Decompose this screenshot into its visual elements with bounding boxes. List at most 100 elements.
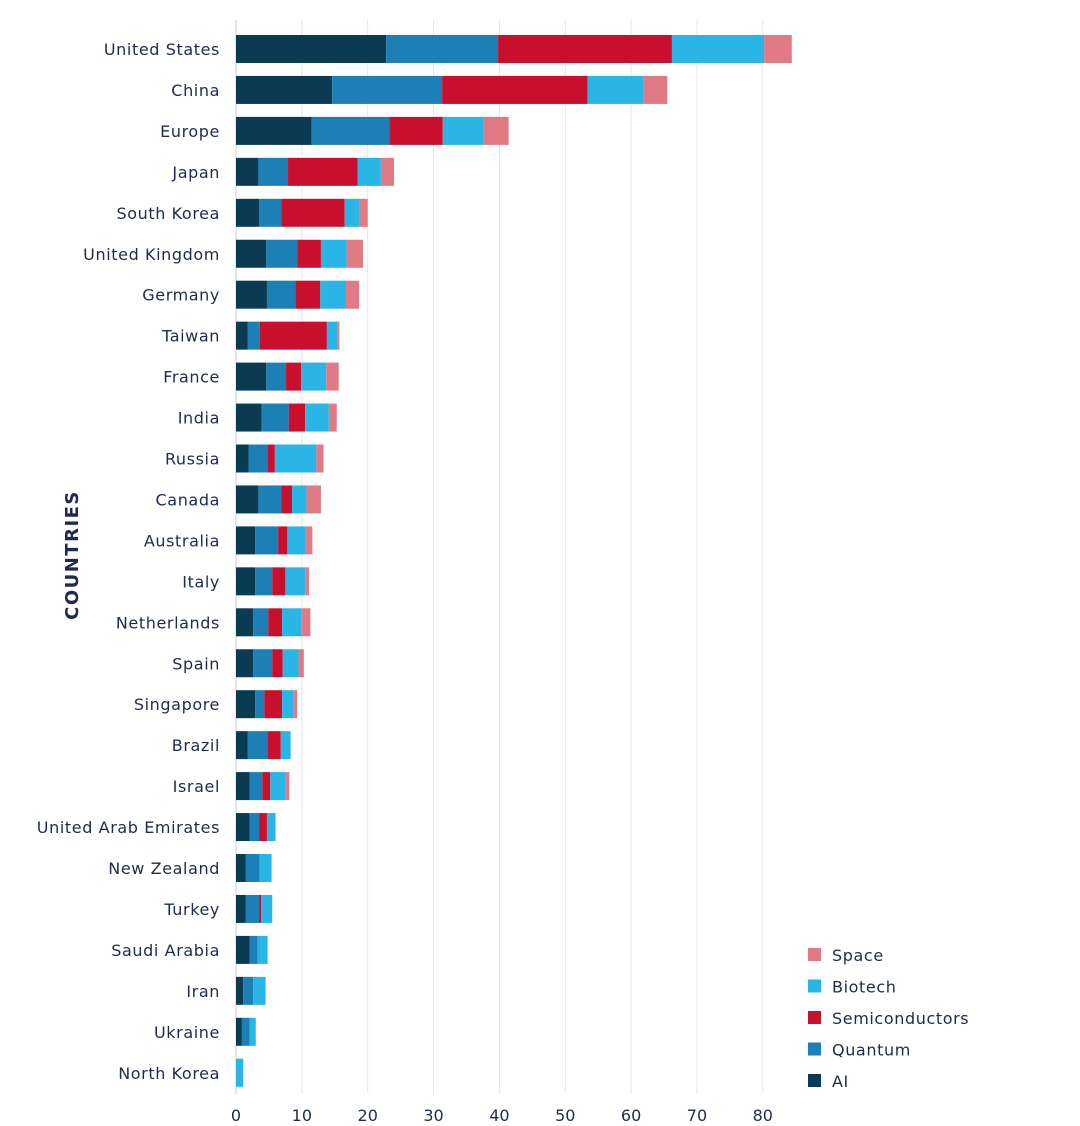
bar-segment-semiconductors — [288, 157, 358, 186]
y-axis-title: COUNTRIES — [62, 490, 83, 620]
bar-segment-quantum — [266, 362, 287, 391]
bar-segment-biotech — [282, 690, 294, 719]
bar-segment-quantum — [245, 854, 260, 882]
x-tick-label: 80 — [753, 1106, 773, 1125]
bar-segment-semiconductors — [297, 239, 321, 268]
bar-segment-biotech — [587, 75, 644, 104]
category-label: Russia — [165, 450, 220, 469]
x-tick-label: 40 — [489, 1106, 509, 1125]
bar-segment-ai — [236, 35, 387, 63]
category-label: Iran — [186, 982, 220, 1001]
category-label: Italy — [182, 572, 220, 591]
category-label: Turkey — [163, 900, 220, 919]
category-label: China — [171, 81, 220, 100]
bar-segment-space — [285, 772, 290, 801]
bar-segment-space — [298, 649, 304, 678]
bar-segment-space — [359, 198, 368, 227]
x-tick-label: 50 — [555, 1106, 575, 1125]
bar-segment-semiconductors — [281, 485, 292, 514]
category-label: Israel — [173, 777, 220, 796]
category-label: South Korea — [116, 204, 220, 223]
category-label: Japan — [171, 163, 220, 182]
bar-segment-semiconductors — [268, 608, 283, 637]
bar-segment-ai — [236, 321, 248, 350]
category-label: Taiwan — [161, 327, 220, 346]
legend-label: Space — [832, 946, 884, 965]
bar-segment-biotech — [280, 731, 291, 760]
bar-segment-quantum — [255, 690, 265, 719]
bar-segment-quantum — [249, 772, 263, 801]
bar-segment-ai — [236, 567, 256, 596]
bar-segment-quantum — [255, 526, 279, 555]
bar-segment-ai — [236, 649, 254, 678]
bar-segment-semiconductors — [295, 280, 321, 309]
bar-segment-quantum — [253, 608, 269, 637]
bar-segment-biotech — [236, 1058, 244, 1087]
bar-segment-biotech — [320, 239, 347, 268]
bar-segment-biotech — [249, 1017, 256, 1046]
category-labels: United States China Europe Japan South Korea… — [37, 40, 220, 1083]
bar-segment-space — [337, 321, 340, 350]
legend-swatch-space — [808, 948, 821, 961]
legend-label: Biotech — [832, 978, 896, 997]
bar-segment-biotech — [261, 894, 273, 923]
category-label: Europe — [160, 122, 220, 141]
bar-segment-biotech — [344, 198, 360, 227]
category-label: Singapore — [134, 695, 220, 714]
bar-segment-ai — [236, 526, 256, 555]
bar-segment-ai — [236, 239, 267, 268]
bar-segment-quantum — [245, 894, 260, 923]
bar-segment-biotech — [274, 444, 317, 473]
bar-segment-semiconductors — [498, 35, 672, 63]
legend: Space Biotech Semiconductors Quantum AI — [808, 946, 969, 1091]
bar-segment-space — [643, 75, 668, 104]
bar-segment-ai — [236, 75, 333, 104]
legend-swatch-biotech — [808, 979, 821, 993]
bar-segment-ai — [236, 198, 260, 227]
legend-label: Semiconductors — [832, 1009, 969, 1028]
legend-label: AI — [832, 1072, 849, 1091]
bar-segment-semiconductors — [272, 649, 283, 678]
bar-segment-ai — [236, 485, 259, 514]
bar-segment-quantum — [249, 813, 260, 842]
bar-segment-quantum — [266, 280, 296, 309]
bar-segment-space — [316, 444, 324, 473]
bar-segment-ai — [236, 444, 249, 473]
bar-segment-ai — [236, 116, 312, 145]
bar-segment-space — [305, 526, 313, 555]
bar-segment-biotech — [259, 854, 272, 882]
category-label: France — [163, 368, 220, 387]
category-label: North Korea — [118, 1064, 220, 1083]
bar-segment-semiconductors — [267, 444, 275, 473]
category-label: Australia — [144, 531, 220, 550]
bar-segment-ai — [236, 1017, 242, 1046]
bar-segment-ai — [236, 813, 250, 842]
bar-segment-quantum — [255, 567, 273, 596]
bar-segment-quantum — [248, 444, 268, 473]
bar-segment-space — [301, 608, 311, 637]
bar-segment-quantum — [247, 321, 260, 350]
bar-segment-ai — [236, 403, 262, 432]
bar-segment-semiconductors — [259, 321, 327, 350]
bar-segment-semiconductors — [259, 894, 262, 923]
bar-segment-ai — [236, 731, 248, 760]
bar-segment-space — [306, 485, 321, 514]
bar-segment-semiconductors — [389, 116, 443, 145]
bar-segment-quantum — [258, 157, 289, 186]
bar-segment-space — [345, 280, 360, 309]
bar-segment-ai — [236, 608, 254, 637]
x-tick-label: 0 — [231, 1106, 241, 1125]
bar-segment-quantum — [266, 239, 298, 268]
bar-segment-semiconductors — [442, 75, 588, 104]
bar-segment-biotech — [671, 35, 765, 63]
bar-segment-ai — [236, 772, 250, 801]
bar-segment-space — [305, 567, 310, 596]
x-tick-label: 20 — [358, 1106, 378, 1125]
bar-segment-ai — [236, 280, 267, 309]
bar-segment-semiconductors — [286, 362, 302, 391]
category-label: United Arab Emirates — [37, 818, 220, 837]
category-label: United States — [104, 40, 220, 59]
bar-segment-quantum — [259, 198, 282, 227]
bar-segment-quantum — [386, 35, 499, 63]
category-label: Netherlands — [116, 613, 220, 632]
